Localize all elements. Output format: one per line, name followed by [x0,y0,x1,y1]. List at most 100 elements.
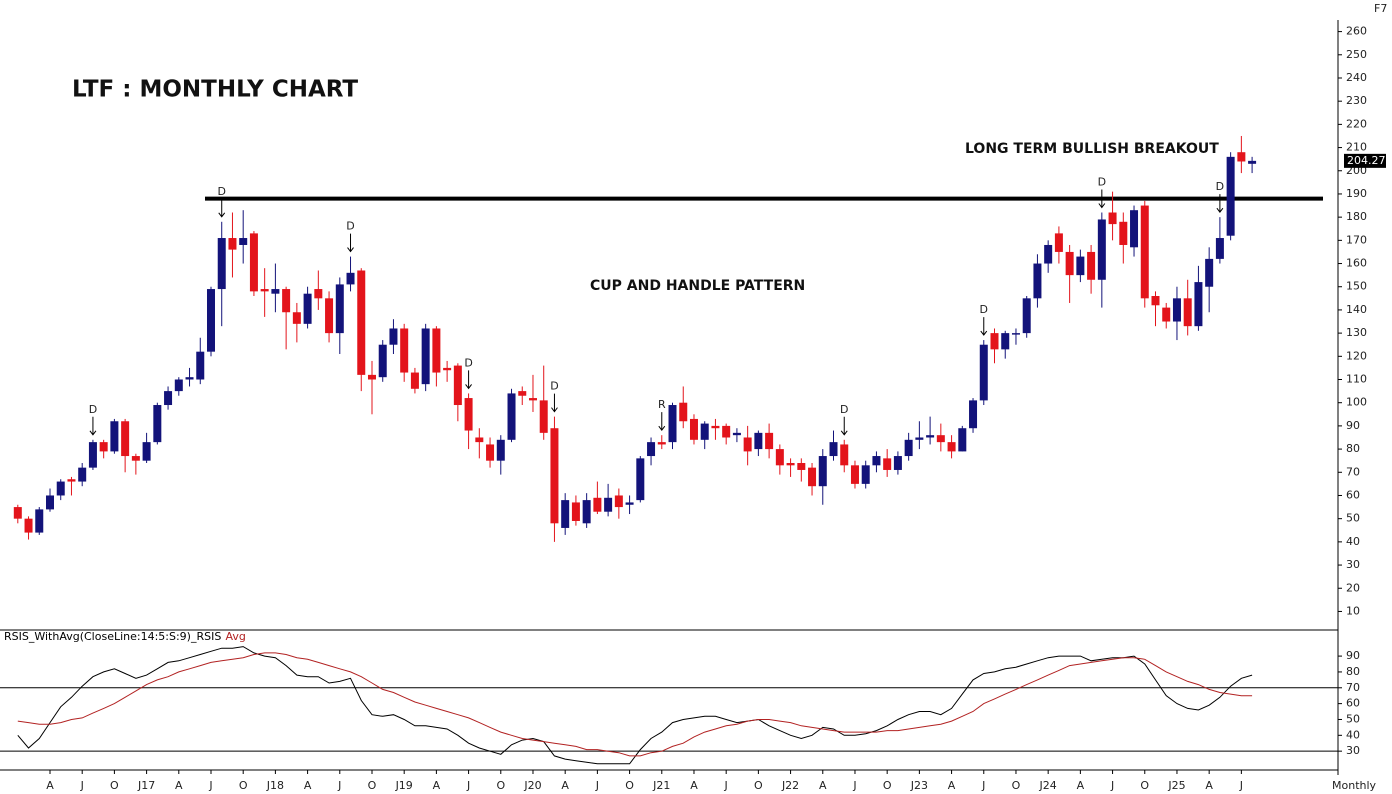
candle-body [228,238,237,250]
corner-label: F7 [1374,2,1387,15]
candle-body [883,458,892,470]
candle-body [88,442,97,468]
x-tick-label: J23 [910,779,928,792]
candle-body [13,507,22,519]
event-arrow [1216,194,1224,213]
x-tick-label: J [981,779,985,792]
event-marker: D [550,380,558,393]
x-tick-label: O [754,779,763,792]
x-tick-label: O [110,779,119,792]
x-tick-label: J [466,779,470,792]
x-tick-label: J [724,779,728,792]
candle-body [818,456,827,487]
candle-body [1119,221,1128,245]
candle-body [969,400,978,429]
candle-body [378,344,387,378]
candle-body [56,481,65,496]
candle-body [947,442,956,452]
x-tick-label: A [433,779,441,792]
candle-body [303,293,312,324]
candle-body [292,312,301,324]
candle-body [185,377,194,380]
candle-body [647,442,656,457]
candle-body [1065,251,1074,276]
candle-body [153,405,162,443]
candle-body [797,463,806,470]
y-tick-label: 230 [1346,94,1367,107]
candle-body [936,435,945,443]
y-tick-label: 190 [1346,187,1367,200]
y-tick-label: 260 [1346,25,1367,38]
candle-body [271,289,280,294]
y-tick-label: 80 [1346,665,1360,678]
candle-body [528,398,537,401]
candle-body [239,238,248,245]
x-tick-label: J25 [1167,779,1185,792]
x-tick-label: A [175,779,183,792]
x-tick-label: J [852,779,856,792]
candle-body [1183,298,1192,327]
event-marker: R [658,398,666,411]
candle-body [35,509,44,533]
event-arrow [347,233,354,253]
legend-entry: RSIS_WithAvg(CloseLine:14:5:S:9)_RSIS [4,630,222,643]
candle-body [1194,282,1203,327]
y-tick-label: 240 [1346,71,1367,84]
candle-body [668,405,677,443]
candle-body [518,391,527,396]
candle-body [1033,263,1042,299]
candle-body [1162,307,1171,322]
last-price-box [1344,153,1386,168]
candle-body [765,432,774,450]
y-tick-label: 60 [1346,697,1360,710]
candle-body [1087,251,1096,280]
candle-body [206,289,215,352]
event-marker: D [464,356,472,369]
event-arrow [218,198,226,218]
x-tick-label: O [1012,779,1021,792]
y-tick-label: 50 [1346,712,1360,725]
x-tick-label: J20 [523,779,541,792]
x-tick-label: O [1140,779,1149,792]
x-tick-label: J22 [781,779,799,792]
candle-body [786,463,795,466]
event-arrow [1098,189,1106,209]
y-tick-label: 100 [1346,396,1367,409]
candle-body [700,423,709,440]
candle-body [958,428,967,452]
x-tick-label: J [208,779,212,792]
candle-body [1215,238,1224,259]
x-tick-label: J [595,779,599,792]
x-tick-label: A [561,779,569,792]
y-tick-label: 40 [1346,535,1360,548]
chart-title: LTF : MONTHLY CHART [72,77,358,103]
y-tick-label: 150 [1346,280,1367,293]
candle-body [507,393,516,440]
candle-body [1140,205,1149,299]
candle-body [421,328,430,385]
candle-body [142,442,151,461]
candle-body [636,458,645,501]
candle-body [1172,298,1181,322]
candle-body [689,418,698,440]
rsi-line [17,646,1253,765]
breakout-annotation: LONG TERM BULLISH BREAKOUT [965,141,1219,157]
candle-body [625,502,634,505]
x-tick-label: O [625,779,634,792]
candle-body [464,398,473,431]
y-tick-label: 30 [1346,558,1360,571]
y-tick-label: 80 [1346,442,1360,455]
y-tick-label: 170 [1346,233,1367,246]
x-tick-label: O [239,779,248,792]
last-price-label: 204.27 [1347,154,1386,167]
y-tick-label: 20 [1346,581,1360,594]
candle-body [571,502,580,521]
x-tick-label: J21 [652,779,670,792]
candle-body [24,518,33,533]
y-tick-label: 130 [1346,326,1367,339]
candle-body [1022,298,1031,334]
candle-body [808,467,817,487]
y-tick-label: 50 [1346,512,1360,525]
candle-body [486,444,495,461]
